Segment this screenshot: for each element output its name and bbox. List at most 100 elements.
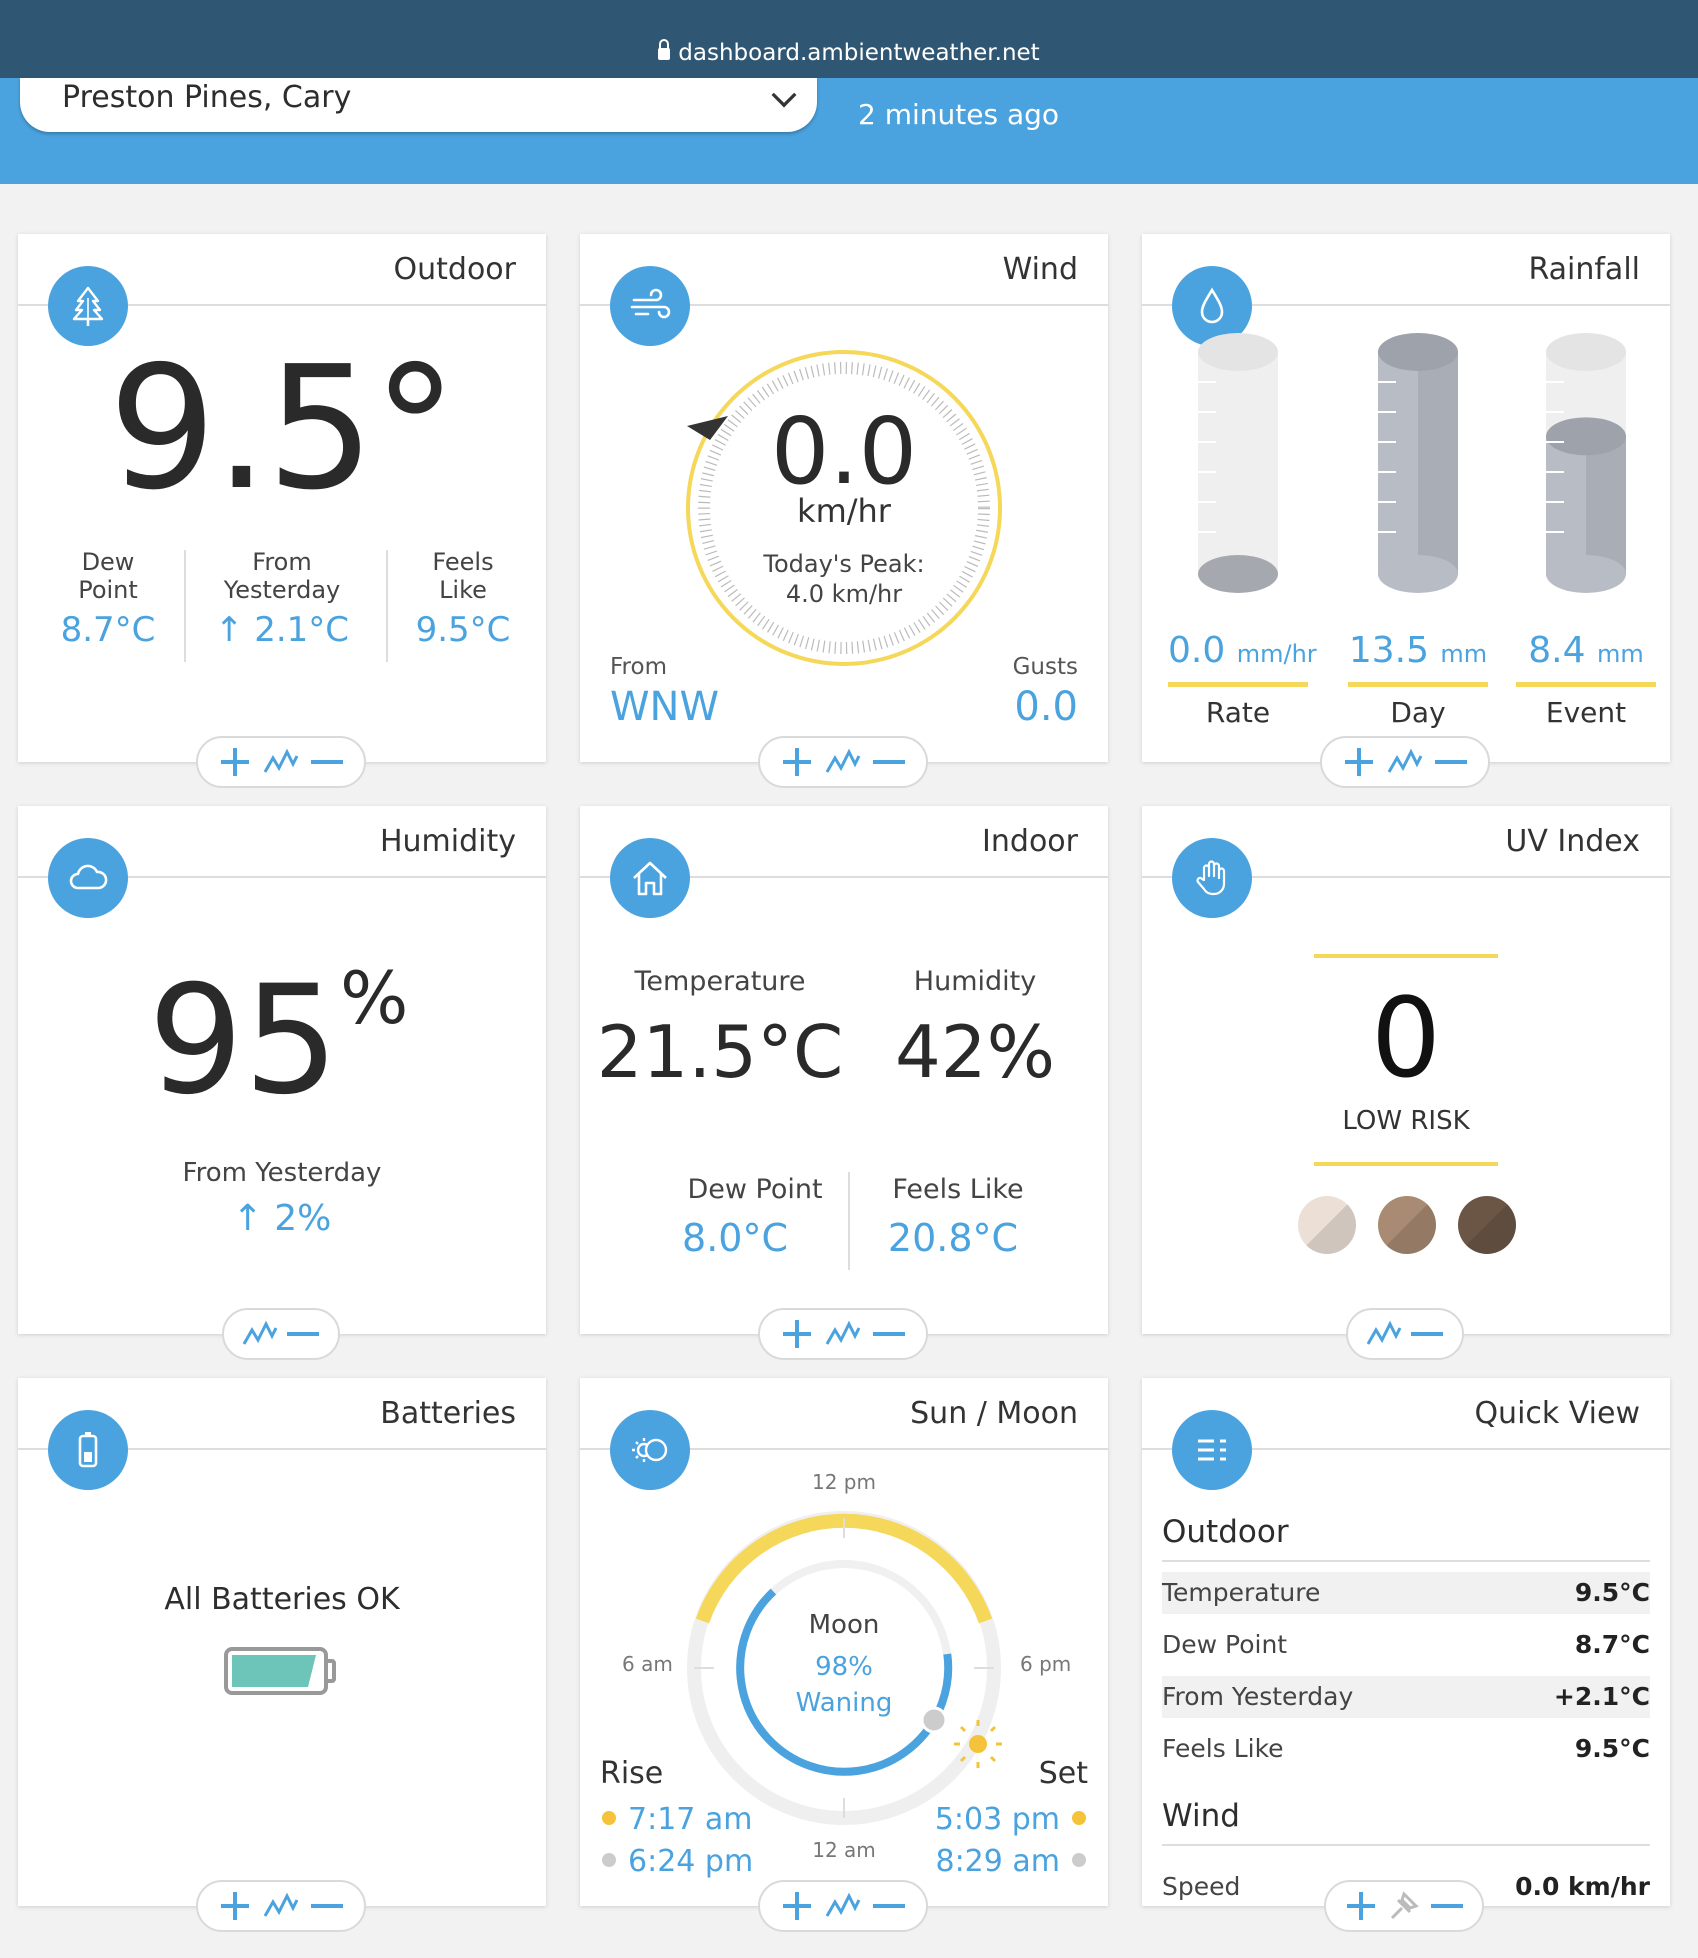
- moon-percent: 98%: [815, 1652, 873, 1682]
- card-title: Batteries: [380, 1396, 516, 1431]
- indoor-feels-like-label: Feels Like: [892, 1174, 1024, 1205]
- chart-icon[interactable]: [240, 1314, 280, 1354]
- wind-compass: [686, 350, 1002, 666]
- list-icon: [1172, 1410, 1252, 1490]
- indoor-card: Indoor Temperature 21.5°C Humidity 42% D…: [580, 806, 1108, 1360]
- time-12am: 12 am: [812, 1838, 876, 1862]
- sun-set-time: 5:03 pm: [935, 1802, 1086, 1837]
- chart-icon[interactable]: [261, 742, 301, 782]
- rain-rate-value: 0.0 mm/hr: [1168, 630, 1317, 671]
- wind-icon: [610, 266, 690, 346]
- skin-type-swatch: [1458, 1196, 1516, 1254]
- indoor-feels-like-value: 20.8°C: [887, 1216, 1019, 1260]
- station-selector[interactable]: Preston Pines, Cary: [20, 78, 817, 132]
- from-yesterday-value: ↑ 2.1°C: [214, 610, 350, 650]
- battery-icon: [48, 1410, 128, 1490]
- home-icon: [610, 838, 690, 918]
- plus-icon[interactable]: [215, 1886, 255, 1926]
- feels-like-label: Feels Like: [432, 548, 494, 604]
- sun-dot-icon: [1072, 1811, 1086, 1825]
- minus-icon[interactable]: [307, 1886, 347, 1926]
- chart-icon[interactable]: [823, 1314, 863, 1354]
- sun-dot-icon: [602, 1811, 616, 1825]
- minus-icon[interactable]: [869, 1314, 909, 1354]
- sun-position: [954, 1720, 1002, 1768]
- minus-icon[interactable]: [283, 1314, 323, 1354]
- moon-rise-time: 6:24 pm: [602, 1844, 753, 1879]
- plus-icon[interactable]: [1339, 742, 1379, 782]
- plus-icon[interactable]: [215, 742, 255, 782]
- plus-icon[interactable]: [1341, 1886, 1381, 1926]
- wind-unit: km/hr: [797, 492, 891, 530]
- todays-peak-value: 4.0 km/hr: [785, 580, 903, 608]
- wind-card: Wind 0.0 km/hr Today's Peak: 4.0 km/hr F…: [580, 234, 1108, 788]
- plus-icon[interactable]: [777, 742, 817, 782]
- card-controls: [222, 1308, 340, 1360]
- rain-day-label: Day: [1390, 696, 1446, 729]
- sun-rise-time: 7:17 am: [602, 1802, 753, 1837]
- minus-icon[interactable]: [869, 742, 909, 782]
- rain-rate-label: Rate: [1205, 696, 1271, 729]
- plus-icon[interactable]: [777, 1314, 817, 1354]
- uv-risk: LOW RISK: [1342, 1106, 1470, 1136]
- sun-moon-dial: [687, 1511, 1002, 1825]
- skin-type-swatch: [1298, 1196, 1356, 1254]
- chart-icon[interactable]: [823, 1886, 863, 1926]
- batteries-card: Batteries All Batteries OK: [18, 1378, 546, 1932]
- uv-index-card: UV Index 0 LOW RISK: [1142, 806, 1670, 1360]
- minus-icon[interactable]: [1431, 742, 1471, 782]
- gusts-value: 0.0: [1014, 684, 1078, 730]
- chart-icon[interactable]: [261, 1886, 301, 1926]
- humidity-from-yesterday-label: From Yesterday: [182, 1158, 382, 1188]
- chevron-down-icon: [771, 82, 797, 108]
- browser-url-bar[interactable]: dashboard.ambientweather.net: [0, 0, 1698, 78]
- card-title: UV Index: [1505, 824, 1640, 859]
- station-name: Preston Pines, Cary: [62, 80, 352, 115]
- card-controls: [196, 1880, 366, 1932]
- time-12pm: 12 pm: [812, 1470, 876, 1494]
- qv-wind-heading: Wind: [1162, 1798, 1240, 1834]
- chart-icon[interactable]: [823, 742, 863, 782]
- card-title: Humidity: [379, 824, 516, 859]
- rainfall-card: Rainfall 0.0 mm/hr Rate 13.5 mm Day 8.4 mm Ev…: [1142, 234, 1670, 788]
- chart-icon[interactable]: [1385, 742, 1425, 782]
- last-updated: 2 minutes ago: [858, 98, 1060, 131]
- battery-full-icon: [224, 1647, 336, 1695]
- rain-gauge-rate: [1198, 333, 1278, 593]
- gusts-label: Gusts: [1012, 654, 1078, 680]
- minus-icon[interactable]: [307, 742, 347, 782]
- humidity-from-yesterday-value: ↑ 2%: [232, 1198, 332, 1239]
- time-6am: 6 am: [622, 1652, 673, 1676]
- chart-icon[interactable]: [1364, 1314, 1404, 1354]
- moon-phase: Waning: [795, 1688, 893, 1718]
- card-controls: [196, 736, 366, 788]
- from-yesterday-label: From Yesterday: [223, 548, 341, 604]
- minus-icon[interactable]: [869, 1886, 909, 1926]
- dew-point-label: Dew Point: [78, 548, 138, 604]
- minus-icon[interactable]: [1407, 1314, 1447, 1354]
- qv-row: From Yesterday +2.1°C: [1162, 1676, 1650, 1718]
- wind-speed: 0.0: [770, 398, 918, 505]
- lock-icon: [658, 39, 671, 60]
- qv-wind-speed-row: Speed 0.0 km/hr: [1162, 1874, 1650, 1900]
- moon-dot-icon: [602, 1853, 616, 1867]
- card-title: Outdoor: [393, 252, 516, 287]
- humidity-unit: %: [340, 956, 409, 1040]
- indoor-dew-point-label: Dew Point: [687, 1174, 823, 1205]
- skin-type-swatch: [1378, 1196, 1436, 1254]
- wind-from-value: WNW: [610, 684, 720, 730]
- rain-gauge-event: [1546, 333, 1626, 593]
- moon-set-time: 8:29 am: [935, 1844, 1086, 1879]
- rain-event-value: 8.4 mm: [1528, 630, 1644, 671]
- qv-outdoor-heading: Outdoor: [1162, 1514, 1289, 1550]
- qv-row: Feels Like 9.5°C: [1162, 1734, 1650, 1763]
- rain-day-value: 13.5 mm: [1348, 630, 1488, 671]
- pin-icon[interactable]: [1384, 1886, 1424, 1926]
- card-title: Sun / Moon: [910, 1396, 1078, 1431]
- batteries-status: All Batteries OK: [164, 1582, 400, 1617]
- plus-icon[interactable]: [777, 1886, 817, 1926]
- minus-icon[interactable]: [1427, 1886, 1467, 1926]
- rain-gauges: [1198, 333, 1626, 593]
- hand-icon: [1172, 838, 1252, 918]
- humidity-card: Humidity 95 % From Yesterday ↑ 2%: [18, 806, 546, 1360]
